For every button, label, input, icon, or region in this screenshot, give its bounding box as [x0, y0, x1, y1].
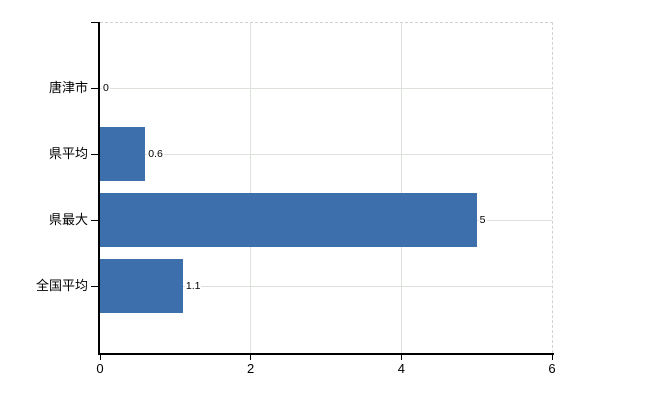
bar-value-label: 1.1 [184, 279, 202, 293]
y-axis-tick [91, 286, 99, 287]
vertical-gridline [250, 22, 252, 353]
plot-area: 0 0.6 5 1.1 [100, 22, 552, 353]
bar [100, 259, 183, 313]
y-axis-tick [91, 220, 99, 221]
y-axis-line [98, 22, 100, 353]
bar [100, 127, 146, 181]
x-axis-tick [551, 355, 553, 360]
bar [100, 193, 477, 247]
y-axis-category-label: 全国平均 [35, 278, 88, 293]
bar-value-label: 0.6 [147, 147, 164, 161]
y-axis-category-label: 県最大 [48, 212, 88, 227]
vertical-gridline [400, 22, 402, 353]
bar-value-label: 0 [102, 81, 110, 95]
x-axis-tick-label: 2 [247, 361, 255, 376]
x-axis-tick-label: 6 [548, 361, 556, 376]
x-axis-tick-label: 0 [96, 361, 104, 376]
horizontal-gridline [100, 87, 552, 89]
y-axis-category-label: 唐津市 [48, 80, 88, 95]
x-axis-tick-label: 4 [397, 361, 405, 376]
horizontal-gridline [100, 153, 552, 155]
y-axis-category-label: 県平均 [48, 146, 88, 161]
horizontal-gridline [100, 285, 552, 287]
y-axis-tick [91, 154, 99, 155]
x-axis-tick [250, 355, 252, 360]
bar-value-label: 5 [478, 213, 487, 227]
y-axis-tick [91, 88, 99, 89]
plot-border-top [100, 22, 553, 23]
x-axis-tick [400, 355, 402, 360]
x-axis-line [98, 353, 554, 355]
y-axis-tick [91, 22, 99, 23]
x-axis-tick [99, 355, 101, 360]
plot-border-right [552, 22, 553, 353]
